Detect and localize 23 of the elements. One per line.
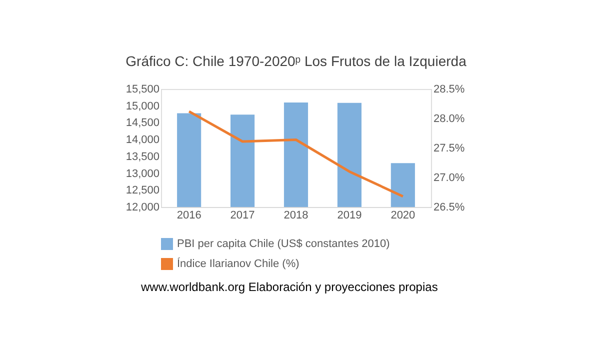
line-series	[188, 110, 404, 198]
y-tick-label: 12,500	[126, 184, 160, 197]
y2-tick-label: 26.5%	[434, 202, 465, 214]
text: www.worldbank.org Elaboración y proyecciones propias	[140, 280, 438, 294]
chart-title: Gráfico C: Chile 1970-2020ᵖ Los Frutos de la Izquierda	[126, 53, 467, 69]
y-tick-label: 14,500	[126, 117, 160, 130]
y2-tick-label: 28.0%	[434, 113, 465, 125]
x-tick-label: 2020	[390, 210, 416, 222]
x-tick-label: 2016	[176, 210, 202, 222]
y2-tick-label: 28.5%	[434, 84, 465, 96]
y-tick-label: 15,500	[126, 84, 160, 96]
y-tick-label: 13,000	[126, 168, 160, 180]
y-tick-label: 12,000	[126, 202, 160, 214]
y2-tick-label: 27.5%	[434, 142, 465, 154]
y-tick-label: 13,500	[126, 150, 160, 163]
legend-label: Índice Ilarianov Chile (%)	[177, 257, 300, 270]
y-tick-label: 14,000	[126, 134, 160, 146]
x-tick-label: 2018	[284, 210, 308, 222]
x-tick-label: 2017	[230, 210, 255, 222]
y-tick-label: 15,000	[126, 100, 160, 112]
y2-tick-label: 27.0%	[434, 172, 465, 184]
x-tick-label: 2019	[337, 210, 362, 222]
legend-label: PBI per capita Chile (US$ constantes 2010)	[177, 238, 390, 250]
